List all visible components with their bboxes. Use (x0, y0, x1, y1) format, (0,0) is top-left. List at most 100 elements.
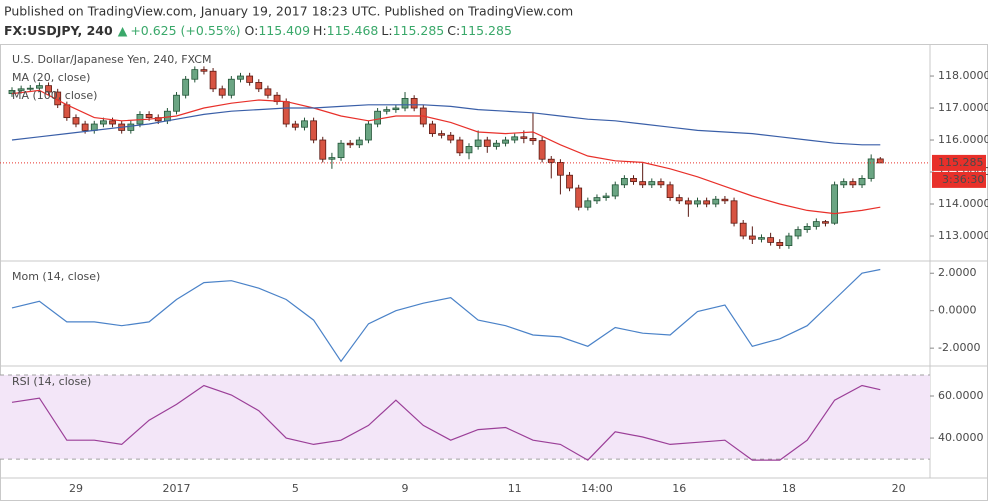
candle-body (447, 134, 455, 141)
candle-body (63, 104, 71, 119)
last-price-box (932, 154, 986, 171)
candle-body (410, 98, 418, 109)
candle-body (218, 88, 226, 96)
rsi-band (0, 374, 930, 460)
candle-body (794, 229, 802, 237)
y-tick-label: -2.0000 (938, 341, 980, 354)
candle-body (876, 158, 884, 164)
candle-body (803, 226, 811, 231)
ohlc-label: H: (313, 23, 327, 38)
y-tick-label: 118.0000 (938, 69, 988, 82)
y-tick-label: 114.0000 (938, 197, 988, 210)
candle-body (100, 120, 107, 125)
candle-body (529, 138, 537, 142)
candle-body (383, 109, 391, 112)
candle-body (346, 142, 354, 146)
y-tick-label: 117.0000 (938, 101, 988, 114)
candle-body (264, 88, 272, 96)
candle-body (611, 184, 619, 197)
legend-entry: RSI (14, close) (12, 375, 91, 388)
candle-body (566, 174, 573, 189)
change: +0.625 (+0.55%) (130, 23, 240, 38)
candle-body (282, 101, 290, 125)
candle-body (26, 87, 34, 90)
candle-body (767, 237, 775, 243)
candle-body (739, 222, 747, 237)
candle-body (227, 78, 235, 96)
candle-body (584, 200, 592, 208)
symbol-line: FX:USDJPY, 240 ▲ +0.625 (+0.55%) O:115.409 H… (4, 23, 512, 38)
candle-body (474, 139, 482, 147)
candle-body (337, 142, 345, 159)
ohlc-value: 115.409 (258, 23, 310, 38)
x-tick-label: 14:00 (581, 482, 613, 495)
candle-body (365, 123, 372, 141)
candle-body (465, 146, 473, 154)
candle-body (374, 110, 382, 125)
indicator-line (11, 384, 881, 461)
candle-body (812, 221, 820, 227)
x-tick-label: 2017 (163, 482, 191, 495)
ohlc-label: C: (447, 23, 460, 38)
candle-body (8, 90, 16, 95)
candle-body (730, 200, 738, 224)
candle-body (438, 133, 445, 136)
candle-body (182, 78, 190, 96)
y-tick-label: 116.0000 (938, 133, 988, 146)
legend-entry: MA (20, close) (12, 71, 90, 84)
y-tick-label: 60.0000 (938, 389, 984, 402)
last-price-label: 115.285 (938, 156, 984, 169)
candle-body (36, 85, 43, 89)
x-tick-label: 5 (292, 482, 299, 495)
x-tick-label: 20 (892, 482, 906, 495)
indicator-line (11, 89, 881, 215)
candle-body (502, 139, 509, 144)
candle-body (703, 200, 711, 205)
y-tick-label: 0.0000 (938, 304, 977, 317)
candle-body (483, 139, 491, 147)
candle-body (593, 197, 601, 202)
candle-body (758, 237, 765, 240)
y-tick-label: 40.0000 (938, 431, 984, 444)
candle-body (858, 178, 866, 186)
candle-body (547, 158, 555, 163)
candle-body (173, 94, 180, 112)
candle-body (328, 157, 336, 160)
candle-body (721, 198, 729, 202)
candle-body (675, 197, 683, 202)
ohlc-label: L: (381, 23, 392, 38)
candle-body (246, 75, 254, 83)
y-tick-label: 2.0000 (938, 266, 977, 279)
x-tick-label: 18 (782, 482, 796, 495)
candle-body (538, 140, 546, 160)
candle-body (310, 120, 318, 141)
candle-body (849, 181, 857, 186)
candle-body (831, 184, 838, 224)
candle-body (45, 85, 52, 93)
candle-body (511, 136, 519, 141)
candle-body (291, 123, 299, 128)
countdown-label: 3:36:30 (942, 173, 984, 186)
candle-body (255, 82, 263, 90)
x-tick-label: 16 (672, 482, 686, 495)
candle-body (639, 181, 647, 186)
candle-body (785, 235, 793, 247)
candle-body (694, 200, 701, 205)
candle-body (657, 181, 665, 186)
x-tick-label: 29 (69, 482, 83, 495)
ohlc-label: O: (245, 23, 259, 38)
candle-body (684, 200, 692, 205)
candle-body (776, 242, 784, 247)
candle-body (145, 114, 153, 119)
x-tick-label: 11 (508, 482, 522, 495)
candle-body (191, 69, 199, 80)
candle-body (867, 158, 875, 179)
candle-body (666, 184, 674, 199)
candle-body (557, 162, 564, 176)
ohlc-value: 115.285 (460, 23, 512, 38)
ohlc-value: 115.468 (327, 23, 379, 38)
candle-body (493, 142, 500, 147)
candle-body (109, 120, 116, 125)
candle-body (72, 117, 80, 125)
symbol: FX:USDJPY, 240 (4, 23, 113, 38)
